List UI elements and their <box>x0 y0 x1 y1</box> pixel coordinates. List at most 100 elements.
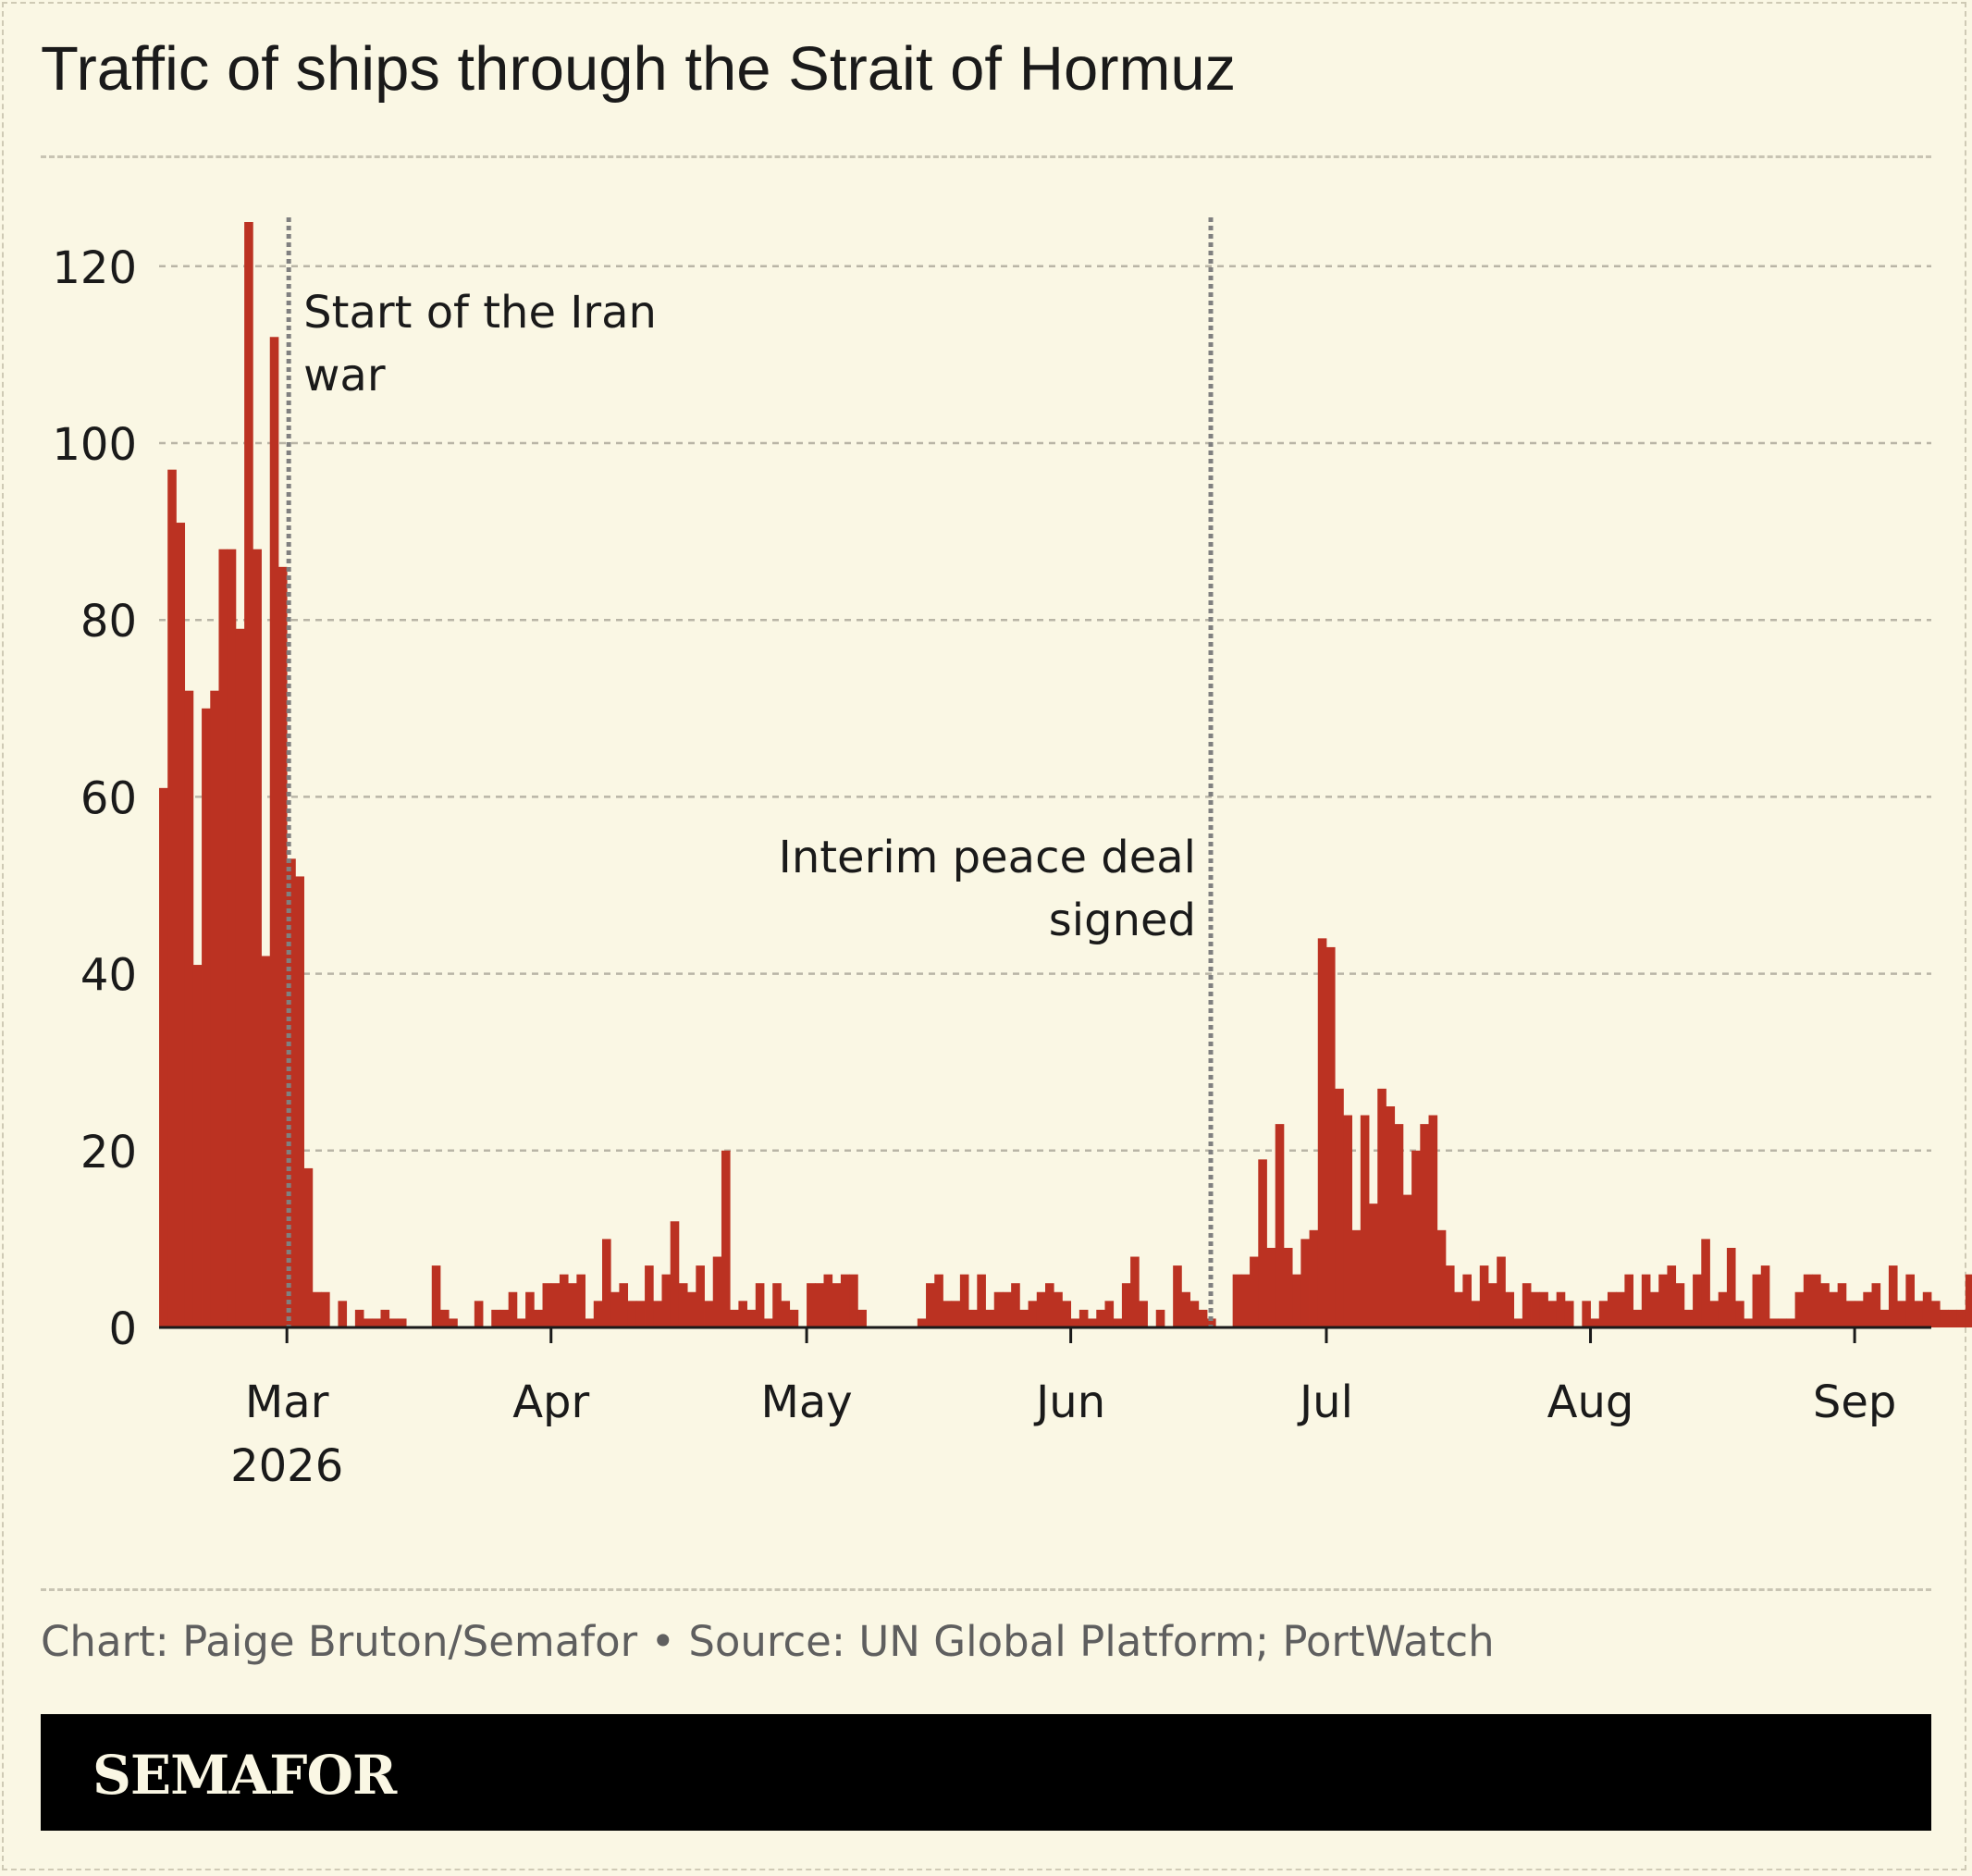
bar <box>1693 1274 1702 1327</box>
bar <box>1454 1291 1463 1327</box>
bar <box>1845 1301 1855 1327</box>
bar <box>1641 1274 1651 1327</box>
bar-chart: Start of the Iran war Interim peace deal si… <box>52 217 1972 1492</box>
bar <box>1752 1274 1762 1327</box>
bar <box>840 1274 850 1327</box>
bar <box>439 1309 450 1327</box>
bar <box>1726 1247 1736 1327</box>
bar <box>227 549 237 1327</box>
bar <box>1965 1274 1972 1327</box>
bar <box>610 1291 620 1327</box>
bar <box>159 787 168 1327</box>
bar <box>661 1274 672 1327</box>
bar <box>184 690 194 1327</box>
bar <box>1616 1291 1625 1327</box>
semafor-logo: SEMAFOR <box>92 1744 397 1807</box>
bar-layer <box>159 222 1972 1327</box>
bar <box>1250 1256 1259 1327</box>
bar <box>1078 1309 1089 1327</box>
bar <box>1931 1301 1941 1327</box>
annotation-layer: Start of the Iran war Interim peace deal si… <box>286 217 1214 1327</box>
bar <box>508 1291 518 1327</box>
bar <box>1888 1265 1898 1327</box>
bar <box>1675 1283 1685 1327</box>
bar <box>1820 1283 1830 1327</box>
bar <box>1428 1115 1438 1327</box>
bar <box>670 1221 680 1327</box>
bar <box>1275 1124 1285 1327</box>
bar <box>738 1301 747 1327</box>
bar <box>253 549 262 1327</box>
bar <box>1905 1274 1915 1327</box>
bar <box>1786 1318 1796 1327</box>
bar <box>210 690 219 1327</box>
bar <box>730 1309 739 1327</box>
bar <box>807 1283 816 1327</box>
bar <box>491 1309 500 1327</box>
bar <box>295 876 304 1327</box>
bar <box>1207 1318 1216 1327</box>
bar <box>338 1301 348 1327</box>
bar <box>1113 1318 1123 1327</box>
bar <box>1956 1309 1966 1327</box>
bar <box>1531 1291 1540 1327</box>
bar <box>1829 1291 1839 1327</box>
bar <box>704 1301 714 1327</box>
bar <box>1709 1301 1719 1327</box>
bar <box>1744 1318 1753 1327</box>
bar <box>1479 1265 1489 1327</box>
axis-layer: 0 20 40 60 80 100 120 Mar 2026 Apr May Jun Jul Aug Sep <box>52 242 1931 1492</box>
bar <box>1547 1301 1558 1327</box>
bar <box>235 628 245 1327</box>
bar <box>1539 1291 1548 1327</box>
annotation-text-2: Interim peace deal signed <box>779 832 1196 946</box>
bar <box>1181 1291 1190 1327</box>
bar <box>380 1309 390 1327</box>
bar <box>1377 1088 1387 1327</box>
bar <box>1582 1301 1591 1327</box>
bar <box>1769 1318 1779 1327</box>
bar <box>321 1291 330 1327</box>
bar <box>1045 1283 1054 1327</box>
bar <box>218 549 228 1327</box>
bar <box>585 1318 595 1327</box>
bar <box>1598 1301 1608 1327</box>
bar <box>593 1301 603 1327</box>
bar <box>1863 1291 1872 1327</box>
bar <box>977 1274 986 1327</box>
y-tick-label-0: 0 <box>108 1303 137 1355</box>
grid-layer <box>159 265 1931 1153</box>
bar <box>525 1291 535 1327</box>
x-tick-label-Sep: Sep <box>1813 1376 1896 1428</box>
bar <box>244 222 253 1327</box>
bar <box>1369 1203 1378 1327</box>
bar <box>1325 946 1336 1327</box>
bar <box>1198 1309 1208 1327</box>
bar <box>354 1309 364 1327</box>
bar <box>917 1318 927 1327</box>
bar <box>269 337 279 1327</box>
bar <box>1360 1115 1370 1327</box>
annotation-line-text: signed <box>1049 895 1196 946</box>
bar <box>1794 1291 1805 1327</box>
bar <box>1488 1283 1497 1327</box>
bar <box>312 1291 322 1327</box>
bar <box>1028 1301 1038 1327</box>
bar <box>789 1309 799 1327</box>
top-divider <box>41 155 1931 158</box>
bar <box>1436 1229 1447 1327</box>
bar <box>1002 1291 1012 1327</box>
bar <box>568 1283 577 1327</box>
bar <box>857 1309 867 1327</box>
bar <box>1624 1274 1633 1327</box>
bar <box>1871 1283 1881 1327</box>
bar <box>1011 1283 1020 1327</box>
x-tick-label-May: May <box>760 1376 852 1428</box>
x-tick-label-Mar: Mar <box>245 1376 329 1428</box>
bar <box>167 469 177 1327</box>
bar <box>499 1309 510 1327</box>
bar <box>1104 1301 1115 1327</box>
bar <box>653 1301 662 1327</box>
bar <box>576 1274 585 1327</box>
y-tick-label-100: 100 <box>52 419 137 471</box>
